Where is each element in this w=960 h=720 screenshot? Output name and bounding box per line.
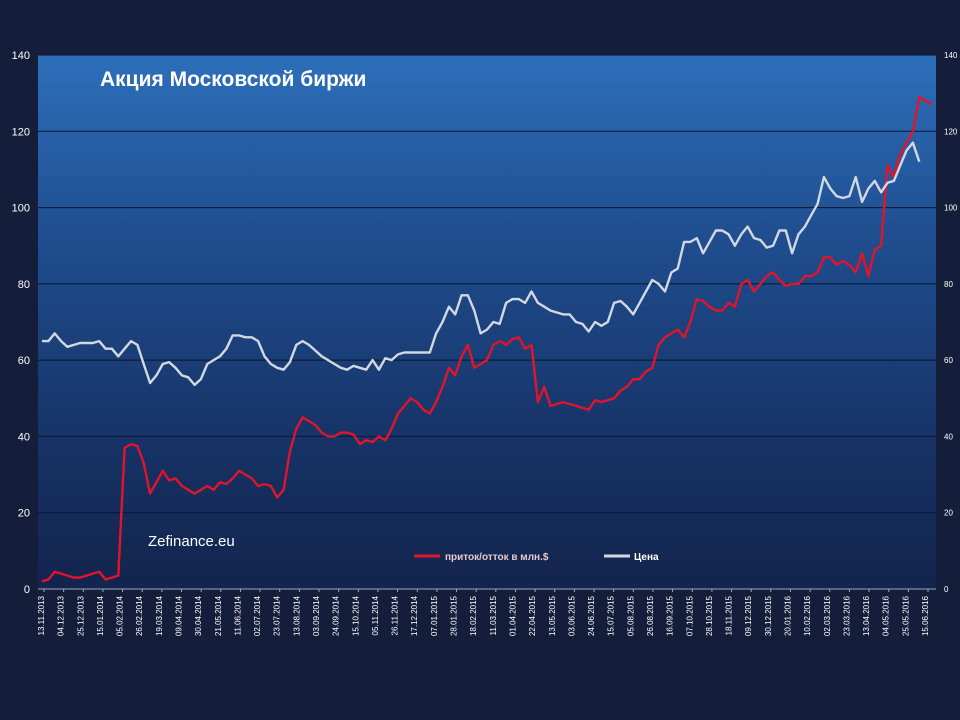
- x-tick-label: 19.03.2014: [155, 595, 164, 636]
- legend-label-price: Цена: [634, 552, 659, 563]
- x-tick-label: 07.10.2015: [685, 595, 694, 636]
- y-tick-left: 140: [12, 50, 30, 62]
- x-tick-label: 09.04.2014: [175, 595, 184, 636]
- x-tick-label: 13.04.2016: [862, 595, 871, 636]
- y-tick-right: 40: [944, 432, 953, 441]
- x-tick-label: 09.12.2015: [744, 595, 753, 636]
- y-tick-right: 0: [944, 585, 949, 594]
- y-tick-right: 140: [944, 51, 958, 60]
- x-tick-label: 30.04.2014: [194, 595, 203, 636]
- x-tick-label: 13.05.2015: [548, 595, 557, 636]
- chart-title: Акция Московской биржи: [100, 68, 366, 91]
- x-tick-label: 13.11.2013: [37, 595, 46, 635]
- series-lines: [41, 95, 933, 583]
- x-tick-label: 04.12.2013: [57, 595, 66, 636]
- x-tick-label: 02.03.2016: [823, 595, 832, 636]
- x-tick-label: 28.01.2015: [450, 595, 459, 636]
- x-tick-label: 05.08.2015: [626, 595, 635, 636]
- y-tick-left: 120: [12, 126, 30, 138]
- x-tick-label: 28.10.2015: [705, 595, 714, 636]
- x-tick-label: 18.11.2015: [725, 595, 734, 635]
- x-tick-label: 11.03.2015: [489, 595, 498, 635]
- x-tick-label: 23.07.2014: [273, 595, 282, 636]
- y-tick-left: 60: [18, 355, 30, 367]
- x-tick-label: 22.04.2015: [528, 595, 537, 636]
- x-tick-label: 25.12.2013: [76, 595, 85, 636]
- x-tick-label: 26.02.2014: [135, 595, 144, 636]
- x-tick-label: 02.07.2014: [253, 595, 262, 636]
- x-tick-label: 26.08.2015: [646, 595, 655, 636]
- x-tick-label: 03.06.2015: [567, 595, 576, 636]
- legend: приток/отток в млн.$ Цена: [414, 552, 659, 563]
- x-tick-label: 11.06.2014: [233, 595, 242, 635]
- y-tick-right: 80: [944, 280, 953, 289]
- y-tick-right: 120: [944, 127, 958, 136]
- y-tick-left: 100: [12, 203, 30, 215]
- x-tick-label: 16.09.2015: [666, 595, 675, 636]
- y-tick-left: 0: [24, 584, 30, 596]
- x-tick-label: 04.05.2016: [882, 595, 891, 636]
- x-tick-label: 26.11.2014: [391, 595, 400, 635]
- x-tick-label: 01.04.2015: [509, 595, 518, 636]
- x-tick-label: 24.06.2015: [587, 595, 596, 636]
- y-axis-right: 0 20 40 60 80 100 120 140: [944, 51, 958, 594]
- y-tick-left: 20: [18, 508, 30, 520]
- x-tick-label: 18.02.2015: [469, 595, 478, 636]
- x-tick-label: 23.03.2016: [842, 595, 851, 636]
- x-tick-label: 15.06.2016: [921, 595, 930, 636]
- x-tick-label: 03.09.2014: [312, 595, 321, 636]
- watermark: Zefinance.eu: [148, 533, 235, 550]
- x-tick-label: 05.02.2014: [116, 595, 125, 636]
- x-tick-label: 30.12.2015: [764, 595, 773, 636]
- series-line-1: [42, 141, 921, 387]
- x-tick-label: 21.05.2014: [214, 595, 223, 636]
- series-line-0: [41, 95, 933, 583]
- y-tick-left: 40: [18, 431, 30, 443]
- x-tick-label: 15.07.2015: [607, 595, 616, 636]
- x-tick-label: 20.01.2016: [784, 595, 793, 636]
- x-axis: 13.11.2013 04.12.2013 25.12.2013 15.01.2014…: [37, 588, 936, 636]
- x-tick-label: 05.11.2014: [371, 595, 380, 635]
- x-tick-label: 10.02.2016: [803, 595, 812, 636]
- x-tick-label: 07.01.2015: [430, 595, 439, 636]
- plot-area: [38, 55, 936, 589]
- y-axis-left: 0 20 40 60 80 100 120 140: [12, 50, 30, 596]
- x-tick-label: 24.09.2014: [332, 595, 341, 636]
- y-tick-left: 80: [18, 279, 30, 291]
- y-tick-right: 20: [944, 509, 953, 518]
- x-tick-label: 13.08.2014: [292, 595, 301, 636]
- y-tick-right: 100: [944, 204, 958, 213]
- x-tick-label: 17.12.2014: [410, 595, 419, 636]
- y-tick-right: 60: [944, 356, 953, 365]
- legend-label-inflow: приток/отток в млн.$: [445, 552, 549, 563]
- x-tick-label: 25.05.2016: [901, 595, 910, 636]
- x-tick-label: 15.01.2014: [96, 595, 105, 636]
- x-tick-label: 15.10.2014: [351, 595, 360, 636]
